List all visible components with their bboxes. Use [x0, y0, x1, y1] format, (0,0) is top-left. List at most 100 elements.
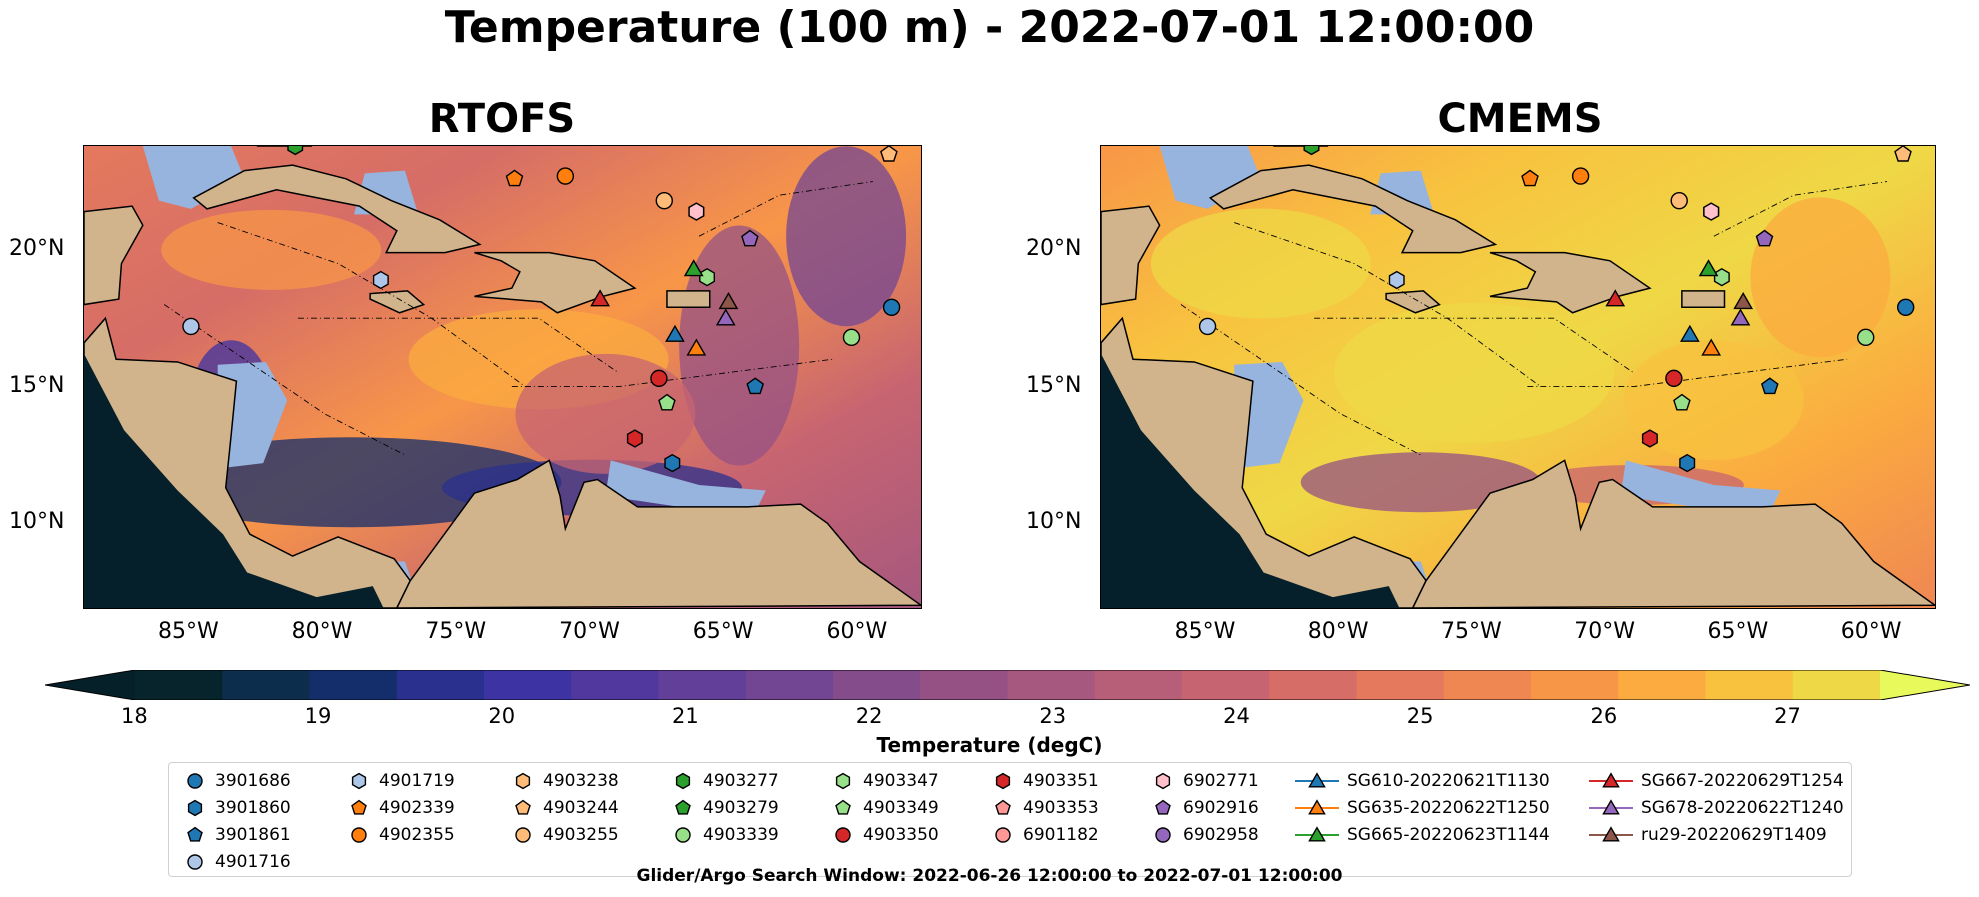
observation-marker	[650, 369, 668, 388]
observation-marker	[741, 229, 759, 247]
observation-marker	[715, 308, 736, 326]
eez-boundary	[1713, 181, 1888, 237]
temperature-field-patch	[1300, 452, 1541, 513]
lon-tick-label: 80°W	[1307, 619, 1369, 644]
colorbar-band	[1705, 670, 1794, 700]
legend-marker-icon	[187, 773, 203, 789]
observation-marker	[505, 169, 524, 187]
observation-marker	[556, 167, 575, 185]
legend-marker-icon	[675, 799, 691, 815]
legend-marker-icon	[187, 854, 203, 870]
legend-label: 4903349	[863, 798, 939, 818]
observation-marker	[1521, 169, 1539, 187]
legend-item: 6902958	[1151, 825, 1259, 845]
legend-marker-icon	[995, 827, 1011, 843]
legend-marker-icon	[515, 799, 531, 815]
legend-item: 4903353	[991, 798, 1099, 818]
colorbar-band	[484, 670, 572, 700]
legend-label: 4901716	[215, 852, 291, 872]
observation-marker	[626, 429, 643, 448]
observation-marker	[880, 146, 898, 162]
observation-marker	[372, 270, 389, 290]
lon-tick-label: 85°W	[1174, 619, 1236, 644]
observation-marker	[664, 453, 681, 473]
observation-marker	[882, 298, 901, 316]
legend-marker-icon	[187, 826, 203, 842]
legend-marker-icon	[187, 799, 203, 817]
legend-label: ru29-20220629T1409	[1641, 825, 1827, 845]
legend-marker-icon	[351, 827, 367, 843]
observation-marker	[1388, 270, 1405, 290]
colorbar-band	[1094, 670, 1183, 700]
colorbar-tick-label: 19	[304, 704, 332, 728]
land-island	[192, 164, 482, 254]
legend-marker-icon	[1295, 772, 1339, 788]
observation-marker	[665, 324, 685, 342]
observation-marker	[1670, 191, 1688, 210]
observation-marker	[1733, 291, 1754, 310]
temperature-field-patch	[1623, 340, 1804, 461]
observation-marker	[1896, 298, 1915, 316]
legend-item: 4902339	[347, 798, 455, 818]
lon-tick-label: 70°W	[1574, 619, 1635, 644]
legend-label: 4901719	[379, 771, 455, 791]
observation-marker	[1857, 328, 1875, 347]
legend-item: 4903238	[511, 771, 619, 791]
legend-item: 3901860	[183, 798, 291, 818]
lon-tick-label: 70°W	[559, 619, 620, 644]
land-island	[474, 251, 637, 314]
legend-item: 4902355	[347, 825, 455, 845]
map-rtofs[interactable]	[83, 145, 922, 609]
observation-marker	[658, 393, 676, 411]
observation-marker	[1698, 259, 1719, 277]
legend-item: 4903351	[991, 771, 1099, 791]
observation-marker	[590, 289, 611, 307]
lat-tick-label: 15°N	[1026, 372, 1082, 398]
colorbar-band	[1792, 670, 1881, 700]
lat-tick-label: 10°N	[1026, 509, 1082, 535]
colorbar-tick-label: 23	[1039, 704, 1067, 728]
colorbar-tick-label: 24	[1223, 704, 1250, 728]
legend-item: 4903279	[671, 798, 779, 818]
observation-marker	[1679, 324, 1700, 342]
observation-marker	[1730, 308, 1751, 326]
colorbar-band	[309, 670, 398, 700]
land-island	[1208, 164, 1498, 254]
observation-marker	[1755, 229, 1774, 247]
legend-label: 6901182	[1023, 825, 1099, 845]
colorbar-tick-label: 20	[488, 704, 516, 728]
land-island	[1681, 290, 1726, 309]
legend-item: 4903350	[831, 825, 939, 845]
legend-marker-icon	[1295, 799, 1339, 815]
colorbar-band	[658, 670, 747, 700]
continental-shelf	[605, 460, 766, 518]
land-south-america	[1411, 459, 1935, 608]
legend-label: 4903277	[703, 771, 779, 791]
colorbar-tick-label: 25	[1406, 704, 1434, 728]
legend-marker-icon	[1589, 826, 1633, 842]
map-cmems[interactable]	[1100, 145, 1936, 609]
colorbar-band	[745, 670, 834, 700]
observation-marker	[1894, 146, 1912, 162]
legend-item: SG665-20220623T1144	[1295, 825, 1550, 845]
legend-label: 3901860	[215, 798, 291, 818]
legend-label: 4903238	[543, 771, 619, 791]
observation-marker	[1665, 369, 1683, 388]
legend: 3901686 3901860 3901861 4901716 4901719 49023…	[168, 762, 1852, 877]
lat-tick-label: 15°N	[9, 372, 65, 398]
colorbar-band	[833, 670, 921, 700]
legend-item: SG678-20220622T1240	[1589, 798, 1844, 818]
observation-marker	[718, 291, 739, 310]
legend-item: SG667-20220629T1254	[1589, 771, 1844, 791]
observation-marker	[1701, 338, 1722, 356]
lat-tick-label: 10°N	[9, 509, 65, 535]
eez-boundary	[511, 358, 833, 388]
observation-marker	[182, 317, 200, 336]
eez-boundary	[1527, 358, 1848, 388]
observation-marker	[746, 377, 765, 395]
observation-marker	[1673, 393, 1691, 411]
legend-item: 4903244	[511, 798, 619, 818]
observation-marker	[1571, 167, 1590, 185]
observation-marker	[688, 202, 705, 221]
legend-marker-icon	[1155, 772, 1171, 790]
